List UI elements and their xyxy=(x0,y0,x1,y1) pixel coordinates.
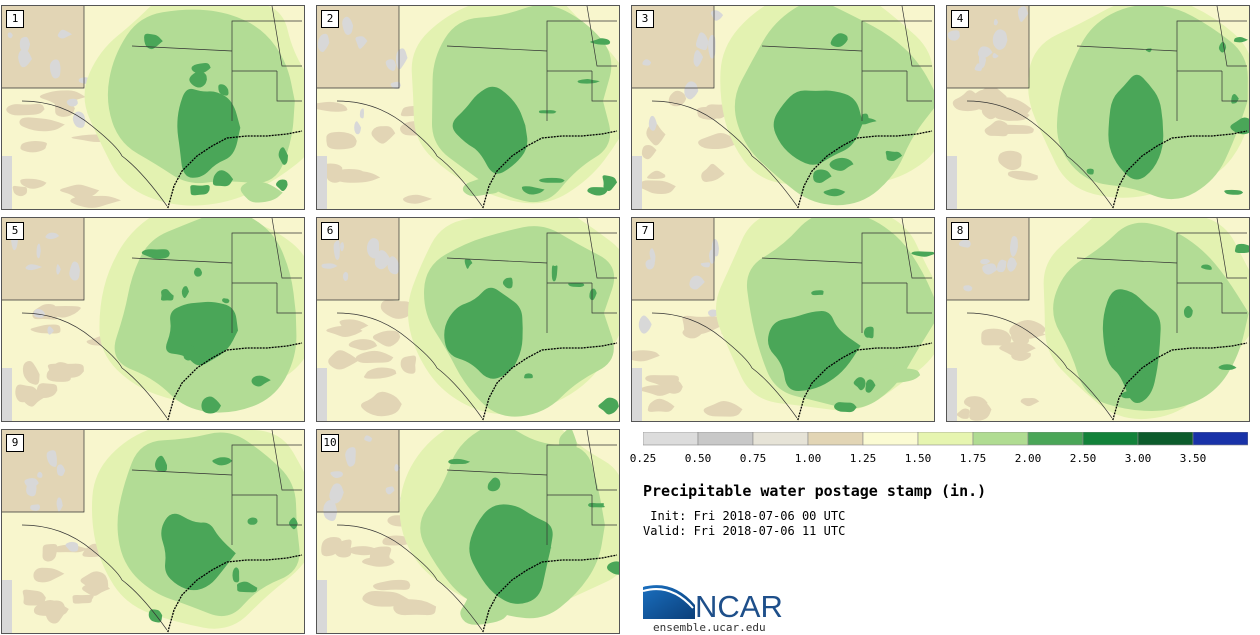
init-time: Init: Fri 2018-07-06 00 UTC xyxy=(643,509,846,523)
precipitable-water-map xyxy=(2,430,304,633)
ncar-logo: NCAR xyxy=(643,585,783,622)
colorbar-bin xyxy=(1027,432,1084,446)
colorbar-bin xyxy=(917,432,974,446)
valid-time: Valid: Fri 2018-07-06 11 UTC xyxy=(643,524,846,538)
precipitable-water-map xyxy=(2,6,304,209)
member-panel-4: 4 xyxy=(946,5,1250,210)
precipitable-water-map xyxy=(317,430,619,633)
colorbar-bin xyxy=(697,432,754,446)
colorbar-tick-label: 1.00 xyxy=(794,452,822,465)
precipitable-water-map xyxy=(632,6,934,209)
member-panel-10: 10 xyxy=(316,429,620,634)
colorbar-bin xyxy=(807,432,864,446)
colorbar-bin xyxy=(1192,432,1248,446)
map-title: Precipitable water postage stamp (in.) xyxy=(643,482,987,500)
colorbar-bin xyxy=(862,432,919,446)
precipitable-water-map xyxy=(947,218,1249,421)
precipitable-water-map xyxy=(317,6,619,209)
member-number-3: 3 xyxy=(636,10,654,28)
colorbar-tick-label: 3.50 xyxy=(1179,452,1207,465)
precipitable-water-map xyxy=(947,6,1249,209)
member-panel-7: 7 xyxy=(631,217,935,422)
colorbar-tick-label: 0.50 xyxy=(684,452,712,465)
colorbar-tick-label: 1.50 xyxy=(904,452,932,465)
colorbar-tick-label: 1.25 xyxy=(849,452,877,465)
member-number-5: 5 xyxy=(6,222,24,240)
member-number-7: 7 xyxy=(636,222,654,240)
colorbar-tick-label: 2.00 xyxy=(1014,452,1042,465)
site-url: ensemble.ucar.edu xyxy=(653,621,766,634)
member-number-10: 10 xyxy=(321,434,339,452)
member-panel-8: 8 xyxy=(946,217,1250,422)
colorbar-bin xyxy=(1137,432,1194,446)
member-number-6: 6 xyxy=(321,222,339,240)
member-number-1: 1 xyxy=(6,10,24,28)
colorbar-bin xyxy=(752,432,809,446)
colorbar-tick-label: 3.00 xyxy=(1124,452,1152,465)
precipitable-water-map xyxy=(632,218,934,421)
precipitable-water-map xyxy=(2,218,304,421)
member-panel-9: 9 xyxy=(1,429,305,634)
member-panel-1: 1 xyxy=(1,5,305,210)
colorbar-tick-label: 0.25 xyxy=(629,452,657,465)
colorbar xyxy=(643,432,1248,446)
colorbar-bin xyxy=(972,432,1029,446)
member-number-8: 8 xyxy=(951,222,969,240)
colorbar-bin xyxy=(643,432,699,446)
member-number-2: 2 xyxy=(321,10,339,28)
colorbar-tick-label: 2.50 xyxy=(1069,452,1097,465)
colorbar-tick-label: 1.75 xyxy=(959,452,987,465)
precipitable-water-map xyxy=(317,218,619,421)
logo-text: NCAR xyxy=(695,589,783,622)
member-panel-6: 6 xyxy=(316,217,620,422)
member-number-9: 9 xyxy=(6,434,24,452)
colorbar-tick-label: 0.75 xyxy=(739,452,767,465)
member-panel-5: 5 xyxy=(1,217,305,422)
colorbar-bin xyxy=(1082,432,1139,446)
member-number-4: 4 xyxy=(951,10,969,28)
member-panel-2: 2 xyxy=(316,5,620,210)
member-panel-3: 3 xyxy=(631,5,935,210)
